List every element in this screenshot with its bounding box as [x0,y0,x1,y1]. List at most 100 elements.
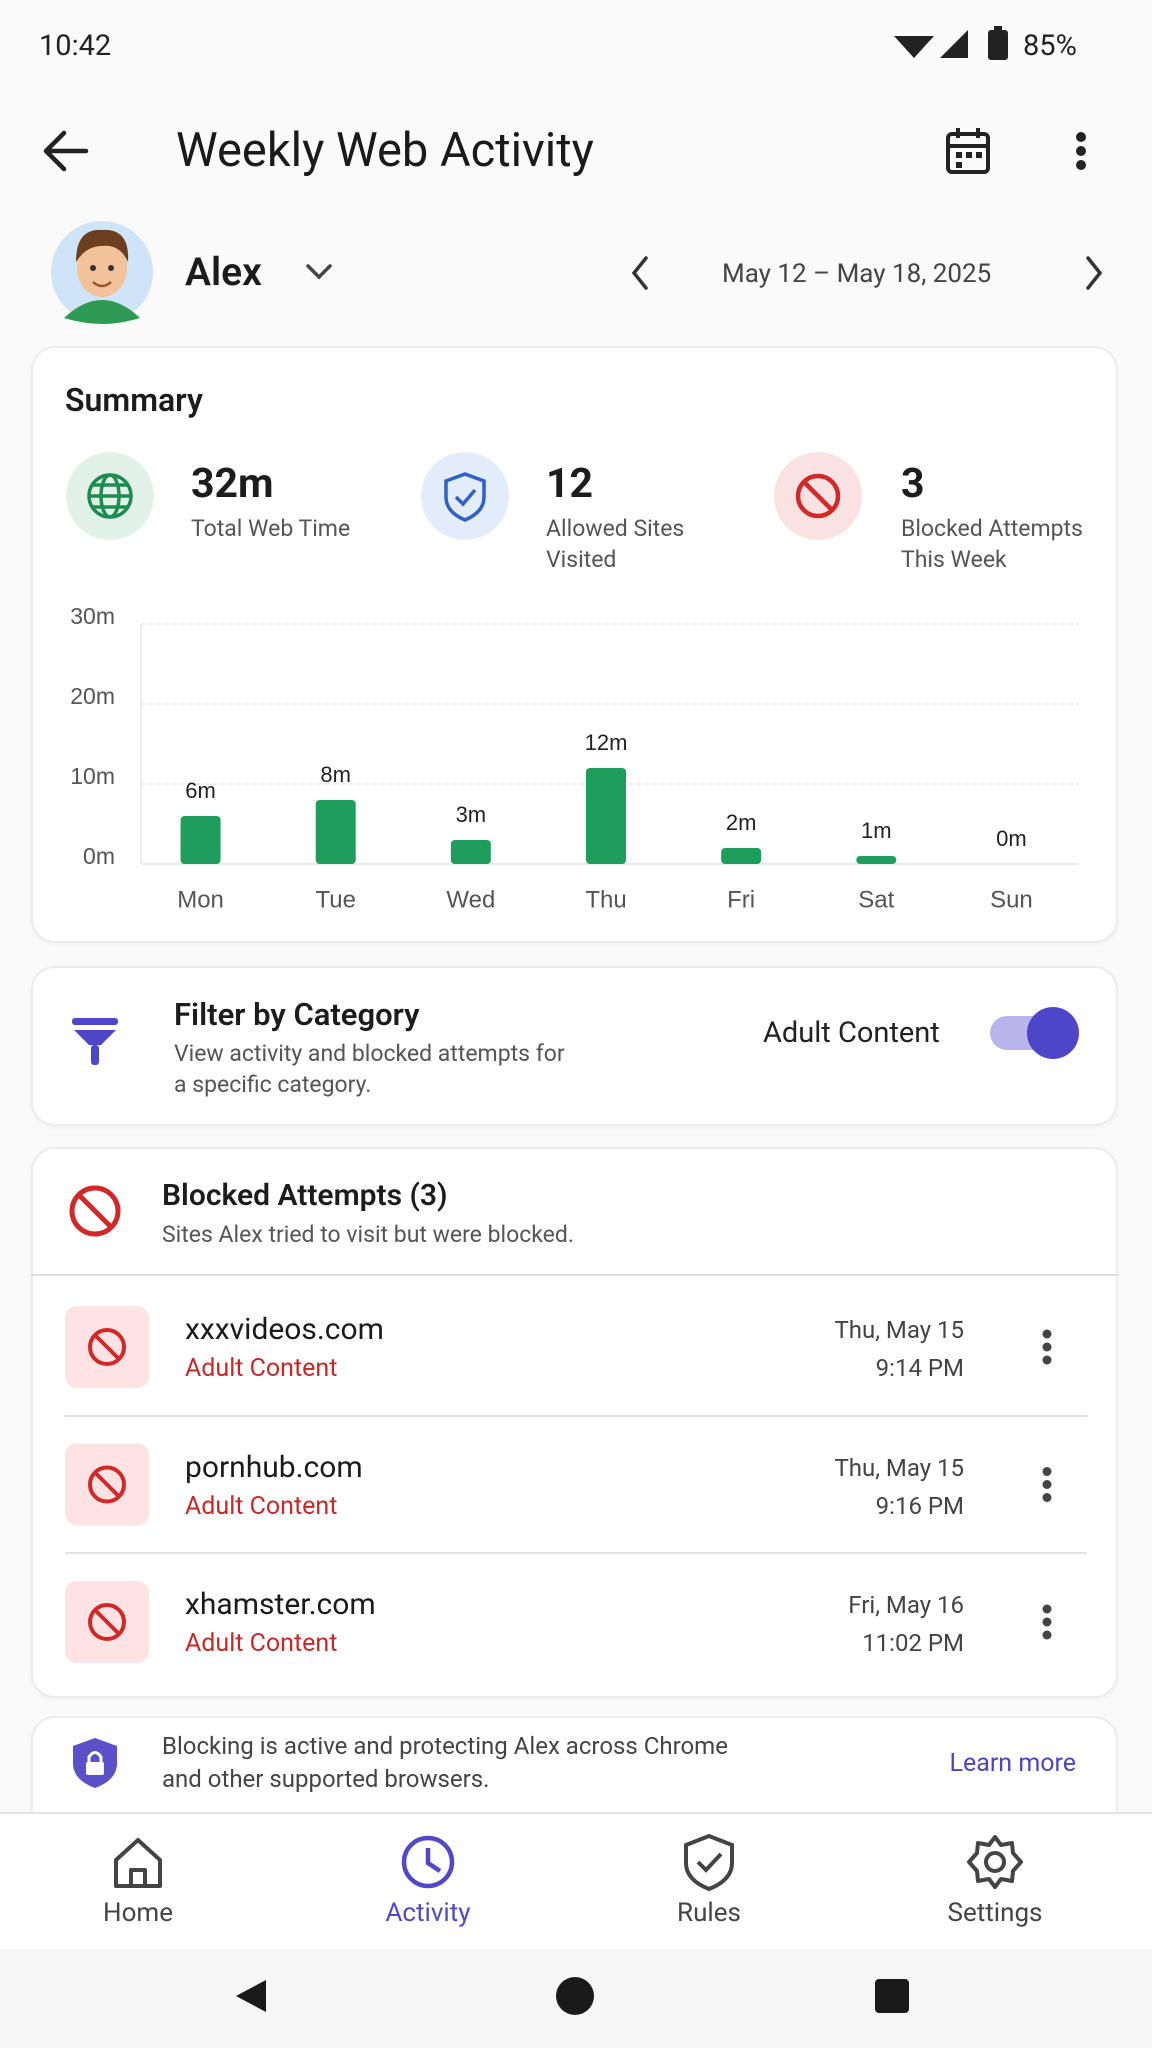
x-tick-label: Sun [990,886,1033,913]
block-icon [774,452,862,540]
blocked-card [31,1147,1118,1698]
nav-rules[interactable]: Rules [677,1898,741,1928]
battery-percent: 85% [1023,29,1077,63]
row-block-icon [88,1603,126,1641]
info-text: Blocking is active and protecting Alex a… [162,1732,728,1793]
stat-value: 12 [546,460,594,508]
profile-name[interactable]: Alex [185,249,262,295]
dot [1042,1630,1052,1640]
bar [586,768,626,864]
filter-category: Adult Content [763,1016,940,1050]
profile-dropdown[interactable] [306,264,332,280]
stat-label: Allowed Sites Visited [546,515,685,573]
site-category: Adult Content [185,1354,338,1383]
value-label: 12m [585,730,628,755]
avatar [51,221,153,324]
system-back[interactable] [236,1980,266,2012]
filter-description: View activity and blocked attempts for a… [174,1040,565,1098]
row-more-button[interactable] [1042,1329,1052,1365]
row-block-icon [93,1333,121,1361]
calendar-button[interactable] [946,128,990,174]
stat-value: 32m [191,460,274,508]
dot [1042,1329,1052,1339]
back-button[interactable] [43,130,89,172]
row-more-button[interactable] [1042,1467,1052,1502]
date-range: May 12 – May 18, 2025 [722,259,992,289]
category-toggle[interactable] [990,1007,1079,1059]
value-label: 1m [861,818,892,843]
summary-title: Summary [65,381,203,419]
bottom-nav [0,1813,1152,1949]
y-tick-label: 20m [70,683,115,709]
blocked-subtitle: Sites Alex tried to visit but were block… [162,1221,574,1248]
nav-home[interactable]: Home [103,1898,173,1928]
row-block-icon [88,1328,126,1366]
bar [450,840,491,864]
dot [1042,1467,1052,1476]
x-tick-label: Tue [315,886,355,913]
row-block-icon [93,1471,121,1498]
site-category: Adult Content [185,1491,338,1521]
bar [721,848,762,864]
filter-card [31,966,1118,1126]
site-name: xhamster.com [185,1587,376,1622]
filter-title: Filter by Category [174,996,420,1033]
dot [1042,1355,1052,1365]
attempt-time: 11:02 PM [862,1629,964,1657]
nav-activity[interactable]: Activity [385,1898,471,1928]
row-block-icon [93,1608,121,1636]
x-tick-label: Mon [177,886,224,913]
stat-value: 3 [901,460,925,508]
value-label: 6m [185,778,216,803]
prev-week-button[interactable] [631,256,648,290]
site-name: pornhub.com [185,1449,363,1485]
status-time: 10:42 [39,29,112,63]
value-label: 3m [456,802,487,827]
page-title: Weekly Web Activity [176,123,594,178]
system-recents[interactable] [875,1979,909,2013]
y-tick-label: 0m [83,843,115,869]
dot [1042,1480,1052,1489]
value-label: 2m [726,810,757,835]
attempt-date: Fri, May 16 [848,1591,964,1619]
blocked-header-icon [69,1185,121,1237]
bar [180,816,221,864]
attempt-time: 9:16 PM [875,1491,964,1520]
filter-icon [72,1018,118,1065]
y-tick-label: 10m [70,763,115,789]
nav-settings[interactable]: Settings [947,1898,1043,1928]
signal-icon [940,30,968,58]
dot [1042,1493,1052,1502]
attempt-time: 9:14 PM [875,1354,964,1382]
system-home[interactable] [556,1977,594,2015]
dot [1042,1604,1052,1614]
row-more-button[interactable] [1042,1604,1052,1640]
value-label: 8m [320,762,351,787]
globe-icon [66,452,154,540]
lock-shield-icon [73,1738,117,1788]
blocked-title: Blocked Attempts (3) [162,1178,448,1213]
activity-icon [401,1835,455,1889]
dot [1042,1617,1052,1627]
stat-label: Blocked Attempts This Week [901,515,1083,573]
home-icon [114,1838,162,1888]
attempt-date: Thu, May 15 [834,1453,964,1482]
x-tick-label: Sat [858,886,894,913]
x-tick-label: Thu [585,886,626,913]
rules-icon [684,1833,734,1892]
stat-label: Total Web Time [191,515,351,542]
shield-icon [421,452,509,540]
attempt-date: Thu, May 15 [834,1316,964,1344]
value-label: 0m [996,826,1027,851]
more-button[interactable] [1076,132,1086,170]
learn-more-link[interactable]: Learn more [949,1749,1076,1778]
next-week-button[interactable] [1086,256,1103,290]
wifi-icon [894,36,934,58]
settings-icon [967,1835,1023,1889]
site-name: xxxvideos.com [185,1312,384,1347]
y-tick-label: 30m [70,603,115,629]
x-tick-label: Wed [446,886,495,913]
